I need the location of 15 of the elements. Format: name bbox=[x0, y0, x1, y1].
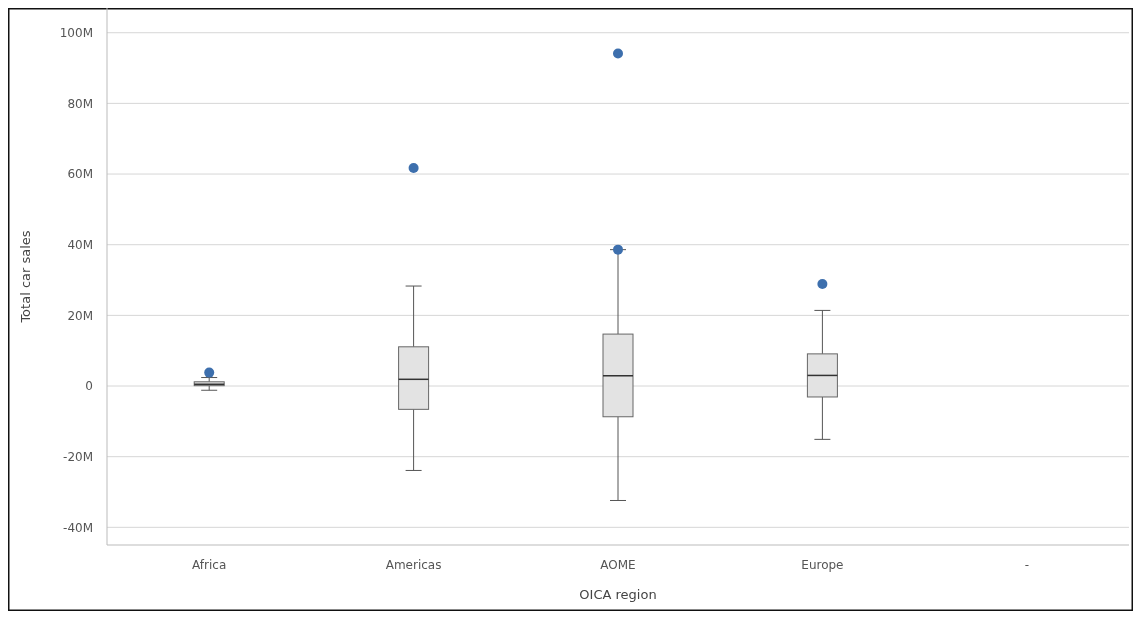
y-tick-label: 100M bbox=[59, 25, 93, 40]
x-tick-label: Americas bbox=[385, 558, 442, 572]
y-tick-label: 20M bbox=[67, 308, 93, 323]
y-tick-label: 60M bbox=[67, 167, 93, 182]
y-axis-title: Total car sales bbox=[18, 230, 33, 324]
x-axis-title: OICA region bbox=[579, 587, 657, 602]
x-tick-label: - bbox=[1024, 558, 1029, 572]
y-tick-label: -20M bbox=[63, 449, 93, 464]
y-tick-label: 80M bbox=[67, 96, 93, 111]
x-tick-label: Africa bbox=[192, 558, 227, 572]
x-tick-label: AOME bbox=[600, 558, 636, 572]
x-tick-label: Europe bbox=[801, 558, 844, 572]
y-tick-label: -40M bbox=[63, 520, 93, 535]
y-tick-label: 0 bbox=[85, 379, 93, 394]
y-tick-label: 40M bbox=[67, 237, 93, 252]
